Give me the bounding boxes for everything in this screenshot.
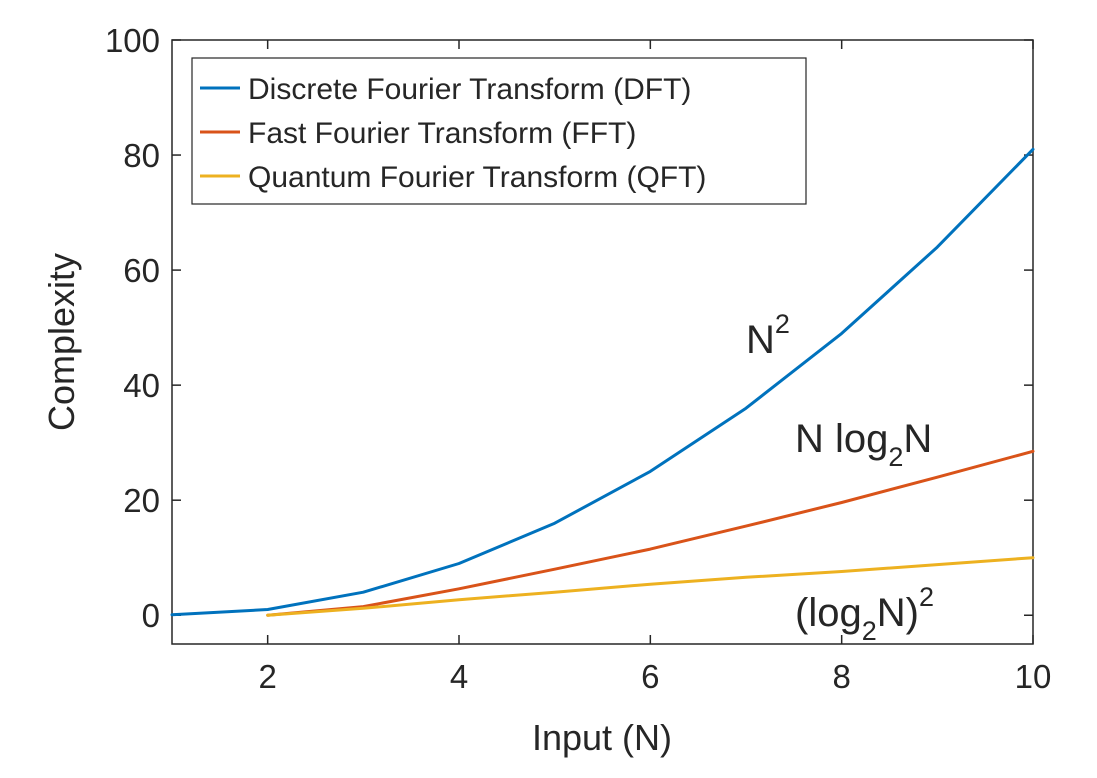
annotation-log-n-squared: (log2N)2	[795, 582, 934, 646]
annotation-n-squared-base: N	[746, 318, 775, 362]
annotation-n-squared: N2	[746, 309, 790, 362]
y-tick-label-40: 40	[123, 367, 160, 404]
y-tick-label-0: 0	[142, 597, 160, 634]
y-axis: 0 20 40 60 80 100	[105, 22, 1033, 634]
annotation-log-n-squared-sup: 2	[919, 582, 934, 612]
legend-box	[191, 57, 807, 205]
legend-label-dft: Discrete Fourier Transform (DFT)	[248, 73, 691, 106]
annotation-n-log-n-sub: 2	[888, 442, 903, 472]
annotation-n-log-n-prefix: N log	[795, 417, 888, 461]
y-tick-label-20: 20	[123, 482, 160, 519]
y-tick-label-100: 100	[105, 22, 160, 59]
x-tick-label-10: 10	[1015, 658, 1052, 695]
annotation-n-log-n-suffix: N	[903, 417, 932, 461]
y-tick-label-80: 80	[123, 137, 160, 174]
annotation-n-squared-sup: 2	[775, 309, 790, 339]
series-lines	[170, 147, 1035, 617]
x-tick-label-4: 4	[450, 658, 468, 695]
series-line-fft	[266, 449, 1035, 617]
y-axis-title: Complexity	[41, 253, 82, 431]
annotation-n-log-n: N log2N	[795, 417, 932, 472]
y-tick-label-60: 60	[123, 252, 160, 289]
legend-label-qft: Quantum Fourier Transform (QFT)	[248, 161, 706, 194]
x-tick-label-2: 2	[258, 658, 276, 695]
legend: Discrete Fourier Transform (DFT) Fast Fo…	[191, 57, 807, 205]
annotation-log-n-squared-sub: 2	[862, 616, 877, 646]
x-tick-label-6: 6	[641, 658, 659, 695]
curve-annotations: N2 N log2N (log2N)2	[746, 309, 934, 646]
annotation-log-n-squared-prefix: (log	[795, 591, 862, 635]
x-axis-title: Input (N)	[532, 717, 672, 758]
legend-label-fft: Fast Fourier Transform (FFT)	[248, 117, 636, 150]
series-line-dft	[170, 147, 1035, 617]
x-tick-label-8: 8	[832, 658, 850, 695]
series-line-qft	[266, 556, 1035, 617]
annotation-log-n-squared-suffix: N)	[877, 591, 919, 635]
x-axis: 2 4 6 8 10	[258, 40, 1051, 695]
